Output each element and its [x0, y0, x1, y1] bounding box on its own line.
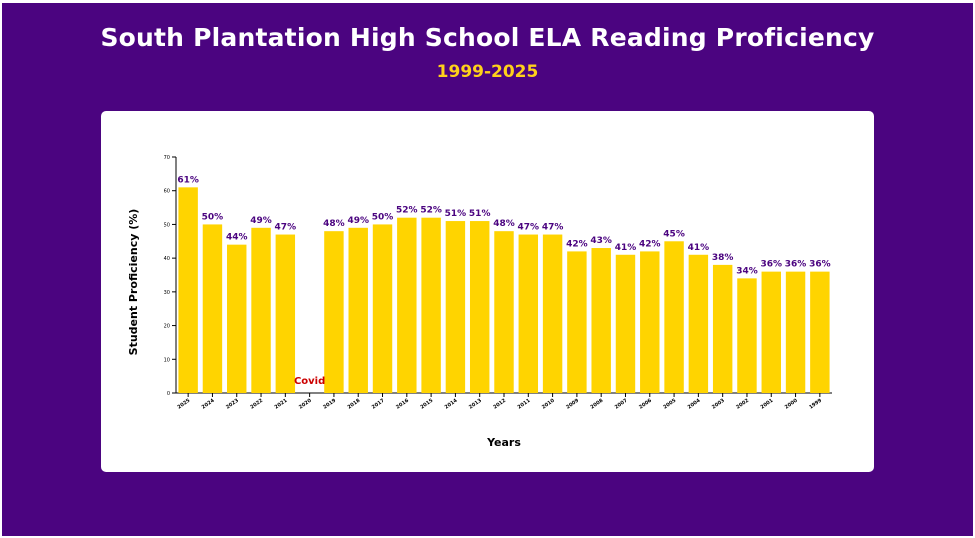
bar-value-label: 49%	[347, 216, 369, 226]
x-tick-label: 2010	[541, 397, 556, 410]
y-tick-label: 20	[164, 324, 170, 330]
bar-value-label: 61%	[177, 175, 199, 185]
bar	[469, 221, 490, 393]
bar	[664, 241, 684, 393]
data-labels-group: 61%50%44%49%47% 48% 49% 50%52% 52% 51% 51%48% 4…	[177, 175, 830, 387]
bar	[542, 234, 563, 393]
bar	[712, 264, 733, 393]
x-tick-label: 2023	[225, 397, 240, 410]
x-tick-label: 2006	[638, 397, 653, 410]
bar	[178, 187, 198, 393]
x-tick-label: 2011	[517, 397, 532, 410]
y-tick-label: 30	[164, 290, 170, 296]
bar	[227, 244, 247, 393]
bar-value-label: 47%	[275, 223, 297, 233]
y-tick-label: 0	[167, 391, 170, 397]
x-tick-label: 2021	[274, 397, 289, 410]
bar-value-label: 42%	[639, 239, 661, 249]
x-tick-label: 2013	[468, 397, 483, 410]
bar-value-label: 38%	[712, 253, 734, 263]
bar-value-label: 41%	[688, 243, 710, 253]
x-tick-label: 2000	[784, 397, 799, 410]
bar-value-label: 47%	[518, 223, 540, 233]
bar	[615, 254, 636, 393]
x-tick-label: 2017	[371, 397, 386, 410]
bar	[494, 231, 514, 393]
x-tick-label: 2002	[735, 397, 750, 410]
x-tick-label: 2020	[298, 397, 313, 410]
bar	[348, 227, 368, 393]
bar-value-label: 52%	[420, 206, 442, 216]
bar-value-label: 36%	[760, 260, 782, 270]
y-tick-label: 60	[164, 189, 170, 195]
chart-subtitle: 1999-2025	[436, 62, 539, 82]
x-tick-label: 2001	[760, 397, 775, 410]
bar-value-label: 43%	[590, 236, 612, 246]
bar	[518, 234, 539, 393]
x-tick-label: 2019	[322, 397, 337, 410]
x-tick-label: 2022	[249, 397, 264, 410]
bar	[567, 251, 587, 393]
bar	[591, 248, 611, 393]
bar-value-label: 41%	[615, 243, 637, 253]
x-tick-label: 2024	[201, 397, 216, 410]
x-tick-label: 2012	[492, 397, 507, 410]
bar	[275, 234, 296, 393]
bar-value-label: 49%	[250, 216, 272, 226]
bar	[324, 231, 344, 393]
x-tick-label: 2004	[687, 397, 702, 410]
x-tick-label: 2008	[589, 397, 604, 410]
bar	[445, 221, 466, 393]
bar-value-label: 48%	[493, 219, 515, 229]
bar	[688, 254, 709, 393]
x-tick-label: 2018	[347, 397, 362, 410]
chart-card: 0 10 20 30 40 50 60 70 2025 2024 2023 2022 2021 2020…	[101, 111, 874, 472]
x-axis: 2025 2024 2023 2022 2021 2020 2019 2018 2017 2016…	[176, 392, 832, 411]
bar-value-label: 45%	[663, 229, 685, 239]
y-tick-label: 50	[164, 222, 170, 228]
bar	[372, 224, 393, 393]
bar	[785, 271, 806, 393]
bar	[761, 271, 781, 393]
bar	[202, 224, 223, 393]
bar	[421, 217, 441, 393]
bar	[737, 278, 757, 393]
x-tick-label: 2007	[614, 397, 629, 410]
chart-title: South Plantation High School ELA Reading…	[100, 23, 875, 52]
bars-group	[178, 187, 830, 393]
y-axis: 0 10 20 30 40 50 60 70	[164, 155, 177, 397]
y-tick-label: 70	[164, 155, 170, 161]
x-tick-label: 2003	[711, 397, 726, 410]
bar-value-label: 34%	[736, 266, 758, 276]
x-tick-label: 1999	[808, 397, 823, 410]
x-tick-label: 2025	[176, 397, 191, 410]
bar	[397, 217, 417, 393]
bar-value-label: 36%	[809, 260, 831, 270]
bar-value-label: 42%	[566, 239, 588, 249]
bar-value-label: 51%	[445, 209, 467, 219]
y-tick-label: 10	[164, 357, 170, 363]
x-tick-label: 2014	[444, 397, 459, 410]
bar	[640, 251, 660, 393]
bar-value-label: 44%	[226, 233, 248, 243]
bar-value-label: 36%	[785, 260, 807, 270]
bar-value-label: 48%	[323, 219, 345, 229]
chart-page: South Plantation High School ELA Reading…	[2, 3, 973, 536]
bar-value-label: 52%	[396, 206, 418, 216]
y-tick-label: 40	[164, 256, 170, 262]
bar-value-label: 47%	[542, 223, 564, 233]
bar-value-label: 50%	[372, 212, 394, 222]
bar	[251, 227, 271, 393]
y-axis-title: Student Proficiency (%)	[127, 209, 140, 356]
x-tick-label: 2009	[565, 397, 580, 410]
x-tick-label: 2015	[419, 397, 434, 410]
x-tick-label: 2016	[395, 397, 410, 410]
bar-value-label: 51%	[469, 209, 491, 219]
bar-value-label: 50%	[202, 212, 224, 222]
covid-annotation: Covid	[294, 376, 325, 387]
x-axis-title: Years	[486, 436, 521, 449]
bar-chart: 0 10 20 30 40 50 60 70 2025 2024 2023 2022 2021 2020…	[127, 155, 832, 449]
bar	[810, 271, 830, 393]
x-tick-label: 2005	[662, 397, 677, 410]
